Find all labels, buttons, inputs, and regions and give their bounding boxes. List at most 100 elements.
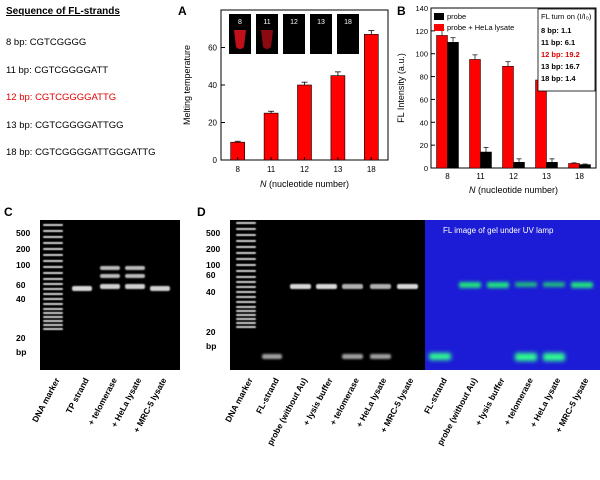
sequence-item: 13 bp: CGTCGGGGATTGG [6, 120, 124, 131]
ladder-band [43, 266, 63, 268]
gel-marker-label: 60 [16, 280, 26, 290]
gel-marker-label: 100 [206, 260, 221, 270]
x-tick-label: 11 [476, 172, 485, 181]
ladder-band [43, 324, 63, 326]
turn-on-item: 13 bp: 16.7 [541, 62, 580, 71]
ladder-band [236, 240, 256, 242]
ladder-band [43, 303, 63, 305]
inset-tube-label: 13 [317, 19, 325, 26]
uv-title: FL image of gel under UV lamp [443, 226, 554, 235]
gel-c-image [40, 220, 180, 370]
gel-marker-label: 200 [206, 244, 221, 254]
y-axis-label: FL Intensity (a.u.) [396, 53, 406, 123]
bar [579, 164, 591, 169]
sequence-value: CGTCGGGGATTG [35, 92, 117, 103]
gel-band [316, 284, 337, 289]
x-tick-label: 12 [509, 172, 518, 181]
gel-band [487, 282, 509, 288]
sequence-label: 18 bp: [6, 147, 36, 158]
inset-tube-frame [337, 14, 359, 54]
gel-band [100, 274, 120, 278]
ladder-band [43, 320, 63, 322]
ladder-band [236, 296, 256, 298]
bar [546, 162, 558, 169]
x-tick-label: 18 [367, 165, 376, 174]
x-tick-label: 8 [445, 172, 450, 181]
ladder-band [43, 278, 63, 280]
x-tick-label: 8 [235, 165, 240, 174]
ladder-band [236, 301, 256, 303]
bar [263, 112, 279, 161]
ladder-band [236, 228, 256, 230]
turn-on-item: 12 bp: 19.2 [541, 50, 580, 59]
x-tick-label: 12 [300, 165, 309, 174]
gel-band [262, 354, 282, 359]
panel-letter-c: C [4, 205, 13, 219]
ladder-band [43, 224, 63, 226]
gel-band [397, 284, 418, 289]
gel-band [100, 266, 120, 270]
sequence-title: Sequence of FL-strands [6, 6, 120, 17]
bar [330, 75, 346, 161]
turn-on-item: 18 bp: 1.4 [541, 74, 576, 83]
panel-letter-b: B [397, 4, 406, 18]
inset-tube-label: 8 [238, 19, 242, 26]
bar [568, 163, 580, 169]
gel-marker-label: 40 [16, 294, 26, 304]
legend-label: probe [447, 12, 466, 21]
ladder-band [236, 314, 256, 316]
gel-band [72, 286, 92, 291]
gel-band [342, 284, 363, 289]
ladder-band [236, 286, 256, 288]
chart-melting-temperature: 0 20 40 60 8 11 12 13 18 N (nucleotide number) Mel… [182, 9, 389, 189]
sequence-label: 11 bp: [6, 64, 35, 76]
x-axis-label: N (nucleotide number) [260, 179, 349, 189]
ladder-band [236, 276, 256, 278]
y-tick-label: 0 [213, 156, 218, 165]
ladder-band [43, 248, 63, 250]
y-tick-label: 80 [420, 73, 428, 82]
ladder-band [43, 288, 63, 290]
sequence-value: CGTCGGGGATTGGGATTG [35, 147, 156, 158]
ladder-band [43, 254, 63, 256]
gel-band [543, 282, 565, 287]
gel-band [370, 284, 391, 289]
gel-marker-label: bp [206, 341, 217, 351]
gel-marker-label: 100 [16, 260, 31, 270]
gel-marker-label: bp [16, 347, 27, 357]
inset-tube-label: 12 [290, 19, 298, 26]
ladder-band [236, 246, 256, 248]
gel-lane-label: DNA marker [30, 376, 62, 424]
gel-band [515, 282, 537, 287]
x-tick-label: 13 [542, 172, 551, 181]
inset-tube-label: 18 [344, 19, 352, 26]
ladder-band [236, 258, 256, 260]
gel-marker-label: 60 [206, 270, 216, 280]
y-tick-label: 140 [415, 4, 428, 13]
ladder-band [43, 308, 63, 310]
ladder-band [236, 322, 256, 324]
ladder-band [236, 318, 256, 320]
bar [469, 59, 481, 169]
legend-label: probe + HeLa lysate [447, 23, 514, 32]
bar [364, 34, 379, 161]
gel-lane-label: FL-strand [253, 376, 281, 416]
gel-marker-label: 500 [206, 228, 221, 238]
ladder-band [43, 242, 63, 244]
gel-band [125, 266, 145, 270]
ladder-band [43, 328, 63, 330]
y-tick-label: 60 [208, 44, 217, 53]
sequence-value: CGTCGGGGATTGG [35, 119, 124, 131]
legend-swatch [434, 24, 444, 31]
sequence-label: 8 bp: [6, 37, 30, 48]
gel-band [150, 286, 170, 291]
gel-band [515, 353, 537, 361]
gel-lane-label: DNA marker [223, 376, 255, 424]
bar [436, 35, 448, 169]
turn-on-title: FL turn on (I/I₀) [541, 12, 592, 21]
ladder-band [236, 234, 256, 236]
gel-band [429, 353, 451, 360]
ladder-band [43, 272, 63, 274]
ladder-band [236, 310, 256, 312]
x-tick-label: 18 [575, 172, 584, 181]
